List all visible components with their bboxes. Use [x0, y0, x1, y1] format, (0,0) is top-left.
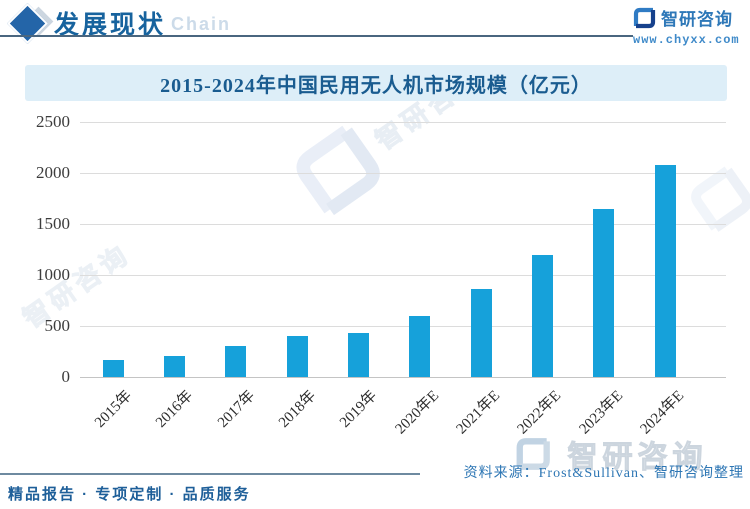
x-tick-label: 2018年	[275, 387, 320, 431]
bar	[531, 255, 553, 377]
bar	[654, 165, 676, 377]
gridline	[80, 173, 726, 174]
x-tick-label: 2021年E	[453, 387, 504, 438]
bar	[225, 346, 247, 377]
y-tick-label: 1500	[36, 214, 70, 233]
gridline	[80, 326, 726, 327]
page-header: 发展现状 Chain 智研咨询 www.chyxx.com	[0, 0, 750, 47]
y-tick-label: 1000	[36, 265, 70, 284]
gridline	[80, 122, 726, 123]
bar	[102, 360, 124, 377]
brand-name: 智研咨询	[661, 10, 733, 29]
chart-title: 2015-2024年中国民用无人机市场规模（亿元）	[160, 74, 592, 97]
chart-title-band: 2015-2024年中国民用无人机市场规模（亿元）	[25, 65, 727, 101]
section-title: 发展现状	[54, 11, 167, 39]
zhiyan-logo-icon	[633, 7, 656, 28]
footer-tagline: 精品报告 · 专项定制 · 品质服务	[8, 486, 251, 503]
data-source-note: 资料来源：Frost&Sullivan、智研咨询整理	[463, 466, 744, 481]
y-tick-label: 0	[61, 367, 71, 386]
y-tick-label: 2500	[36, 112, 70, 131]
gridline	[80, 224, 726, 225]
x-tick-label: 2015年	[91, 387, 136, 431]
bar	[347, 333, 369, 377]
brand-url[interactable]: www.chyxx.com	[633, 33, 740, 47]
footer-divider	[0, 473, 420, 475]
bar	[409, 316, 431, 377]
x-tick-label: 2024年E	[637, 387, 688, 438]
bar	[593, 209, 615, 377]
x-tick-label: 2017年	[214, 387, 258, 431]
watermark-chain-text: Chain	[171, 14, 232, 34]
header-divider	[0, 35, 633, 37]
x-tick-label: 2016年	[153, 387, 197, 431]
bar	[163, 356, 185, 377]
bar-chart: 0 500 1000 1500 2000 2500 2015年 2016年 2017年 2018年…	[36, 112, 726, 438]
brand-block[interactable]: 智研咨询 www.chyxx.com	[633, 5, 745, 47]
bar	[286, 336, 308, 377]
x-tick-label: 2022年E	[514, 387, 565, 438]
y-tick-label: 2000	[36, 163, 70, 182]
x-tick-label: 2023年E	[576, 387, 626, 438]
y-tick-label: 500	[44, 316, 71, 335]
gridline	[80, 377, 726, 378]
gridline	[80, 275, 726, 276]
bar	[470, 289, 492, 377]
x-tick-label: 2020年E	[392, 387, 442, 438]
x-tick-label: 2019年	[337, 387, 381, 431]
